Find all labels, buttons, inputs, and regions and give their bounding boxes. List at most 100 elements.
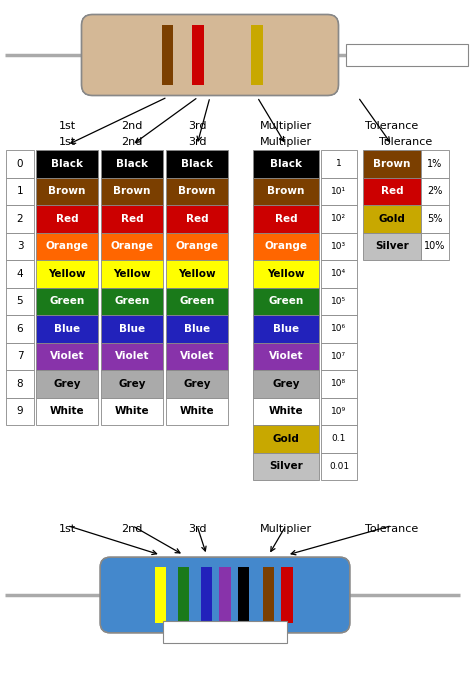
Text: 1: 1	[336, 159, 342, 168]
FancyBboxPatch shape	[166, 342, 228, 370]
Text: Violet: Violet	[180, 351, 214, 361]
FancyBboxPatch shape	[166, 150, 228, 178]
Text: Tolerance: Tolerance	[365, 523, 419, 533]
Bar	[282, 567, 293, 623]
Text: 3rd: 3rd	[188, 137, 206, 147]
FancyBboxPatch shape	[253, 287, 319, 315]
Text: 5%: 5%	[428, 214, 443, 224]
Text: Brown: Brown	[374, 159, 410, 169]
Bar	[219, 567, 231, 623]
FancyBboxPatch shape	[36, 342, 98, 370]
FancyBboxPatch shape	[36, 315, 98, 342]
FancyBboxPatch shape	[321, 260, 357, 287]
FancyBboxPatch shape	[36, 178, 98, 205]
FancyBboxPatch shape	[166, 315, 228, 342]
Text: Orange: Orange	[264, 241, 308, 251]
FancyBboxPatch shape	[253, 342, 319, 370]
FancyBboxPatch shape	[253, 233, 319, 260]
FancyBboxPatch shape	[166, 178, 228, 205]
Bar	[237, 567, 249, 623]
FancyBboxPatch shape	[6, 342, 34, 370]
Text: Red: Red	[121, 214, 143, 224]
Text: Red: Red	[55, 214, 78, 224]
Text: Black: Black	[116, 159, 148, 169]
FancyBboxPatch shape	[6, 287, 34, 315]
Text: 10³: 10³	[331, 242, 346, 251]
FancyBboxPatch shape	[166, 260, 228, 287]
Text: Black: Black	[270, 159, 302, 169]
Text: Red: Red	[381, 186, 403, 197]
Text: Blue: Blue	[184, 323, 210, 334]
FancyBboxPatch shape	[100, 557, 350, 633]
Text: Multiplier: Multiplier	[260, 121, 312, 131]
Text: Green: Green	[49, 296, 85, 306]
FancyBboxPatch shape	[6, 233, 34, 260]
FancyBboxPatch shape	[253, 370, 319, 397]
Text: 8: 8	[17, 378, 23, 389]
Text: Tolerance: Tolerance	[365, 121, 419, 131]
Bar	[178, 567, 189, 623]
FancyBboxPatch shape	[101, 342, 163, 370]
FancyBboxPatch shape	[101, 315, 163, 342]
Text: 10²: 10²	[331, 214, 346, 223]
Text: Brown: Brown	[113, 186, 151, 197]
Text: Multiplier: Multiplier	[260, 523, 312, 533]
FancyBboxPatch shape	[36, 150, 98, 178]
FancyBboxPatch shape	[321, 397, 357, 425]
FancyBboxPatch shape	[253, 397, 319, 425]
Text: Yellow: Yellow	[48, 269, 86, 279]
FancyBboxPatch shape	[163, 621, 287, 643]
FancyBboxPatch shape	[101, 178, 163, 205]
Text: 10⁸: 10⁸	[331, 379, 346, 388]
Text: Brown: Brown	[267, 186, 305, 197]
Text: Green: Green	[179, 296, 215, 306]
Text: 7: 7	[17, 351, 23, 361]
Text: Silver: Silver	[269, 461, 303, 471]
FancyBboxPatch shape	[321, 342, 357, 370]
Text: 10⁶: 10⁶	[331, 324, 346, 333]
FancyBboxPatch shape	[253, 260, 319, 287]
Text: Violet: Violet	[115, 351, 149, 361]
Text: 1st: 1st	[58, 137, 75, 147]
FancyBboxPatch shape	[6, 315, 34, 342]
FancyBboxPatch shape	[166, 233, 228, 260]
Text: White: White	[50, 406, 84, 416]
Text: Red: Red	[186, 214, 208, 224]
Text: 1st: 1st	[58, 121, 75, 131]
FancyBboxPatch shape	[101, 150, 163, 178]
Text: 1%: 1%	[428, 159, 443, 169]
FancyBboxPatch shape	[166, 370, 228, 397]
Text: Green: Green	[268, 296, 304, 306]
FancyBboxPatch shape	[253, 150, 319, 178]
Text: 10⁹: 10⁹	[331, 407, 346, 415]
Text: 0.01: 0.01	[329, 461, 349, 470]
Text: 3rd: 3rd	[188, 523, 206, 533]
FancyBboxPatch shape	[421, 205, 449, 233]
Text: Violet: Violet	[50, 351, 84, 361]
Text: White: White	[269, 406, 303, 416]
FancyBboxPatch shape	[321, 150, 357, 178]
FancyBboxPatch shape	[101, 260, 163, 287]
Text: 2%: 2%	[428, 186, 443, 197]
FancyBboxPatch shape	[321, 452, 357, 480]
Text: 0.1: 0.1	[332, 434, 346, 443]
FancyBboxPatch shape	[36, 233, 98, 260]
Text: 2nd: 2nd	[121, 523, 143, 533]
Text: Blue: Blue	[119, 323, 145, 334]
FancyBboxPatch shape	[6, 370, 34, 397]
Text: 6: 6	[17, 323, 23, 334]
Text: Brown: Brown	[48, 186, 86, 197]
Text: Grey: Grey	[53, 378, 81, 389]
Text: 1st: 1st	[58, 523, 75, 533]
Text: Blue: Blue	[273, 323, 299, 334]
FancyBboxPatch shape	[253, 315, 319, 342]
Text: 1: 1	[17, 186, 23, 197]
Text: Multiplier: Multiplier	[260, 137, 312, 147]
Text: Violet: Violet	[269, 351, 303, 361]
FancyBboxPatch shape	[321, 425, 357, 452]
Text: Yellow: Yellow	[267, 269, 305, 279]
FancyBboxPatch shape	[363, 205, 421, 233]
FancyBboxPatch shape	[363, 178, 421, 205]
Text: 4: 4	[17, 269, 23, 279]
FancyBboxPatch shape	[321, 315, 357, 342]
